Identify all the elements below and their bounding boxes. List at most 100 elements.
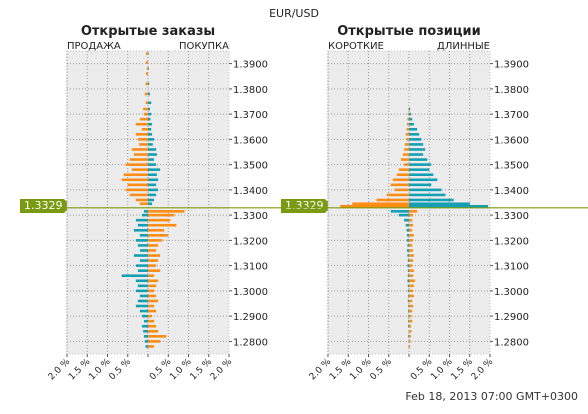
chart-title: Открытые заказы (81, 24, 215, 39)
bar-left (137, 269, 148, 272)
bar-left (139, 294, 148, 298)
percent-axis-label: 0.5 % (108, 357, 134, 383)
bar-right (409, 138, 422, 141)
bar-right (409, 204, 488, 208)
bar-left (404, 218, 409, 222)
price-axis-label: 1.3300 (233, 211, 268, 222)
bar-left (404, 148, 409, 151)
bar-right (409, 289, 414, 293)
bar-right (409, 309, 413, 313)
bar-right (409, 107, 411, 111)
bar-right (409, 335, 412, 338)
right-side-label: ПОКУПКА (179, 41, 229, 52)
bar-right (148, 82, 150, 86)
bar-left (386, 193, 409, 197)
bar-left (405, 223, 409, 227)
bar-left (390, 183, 409, 187)
percent-axis-label: 0.5 % (148, 357, 174, 383)
bar-right (148, 309, 157, 313)
percent-axis-label: 0.5 % (369, 357, 395, 383)
bar-left (133, 153, 148, 156)
bar-right (148, 101, 152, 105)
bar-left (127, 183, 148, 187)
bar-left (135, 218, 148, 222)
bar-right (409, 284, 414, 288)
bar-left (398, 168, 409, 171)
bar-left (396, 173, 409, 177)
bar-left (121, 274, 148, 278)
percent-axis-label: 2.0 % (47, 357, 73, 383)
bar-left (121, 178, 148, 182)
price-axis-label: 1.3600 (233, 135, 268, 146)
bar-right (148, 340, 161, 343)
bar-left (407, 259, 409, 262)
bar-right (409, 218, 413, 222)
bar-left (408, 340, 410, 343)
bar-left (146, 67, 148, 70)
bar-right (148, 188, 159, 192)
bar-right (409, 112, 412, 116)
bar-right (148, 178, 159, 182)
bar-right (409, 193, 446, 197)
bar-right (148, 198, 155, 202)
bar-right (409, 127, 418, 131)
price-axis-label: 1.3400 (233, 186, 268, 197)
timestamp: Feb 18, 2013 07:00 GMT+0300 (405, 390, 578, 403)
bar-right (148, 269, 161, 272)
bar-left (135, 264, 148, 267)
bar-left (143, 112, 148, 116)
bar-left (408, 319, 409, 323)
bar-right (409, 188, 442, 192)
bar-left (408, 304, 409, 308)
bar-right (148, 244, 159, 247)
price-axis-label: 1.2800 (233, 337, 268, 348)
bar-right (409, 345, 411, 348)
bar-right (409, 239, 414, 242)
bar-left (145, 72, 148, 76)
bar-left (407, 274, 409, 278)
bar-left (392, 178, 409, 182)
bar-left (407, 117, 409, 121)
bar-left (139, 143, 148, 146)
bar-left (145, 52, 148, 55)
bar-right (148, 335, 167, 338)
bar-right (148, 239, 163, 242)
bar-right (409, 173, 434, 177)
bar-left (144, 340, 148, 343)
price-axis-label: 1.3100 (233, 262, 268, 273)
bar-left (135, 289, 148, 293)
bar-right (409, 269, 414, 272)
bar-right (409, 153, 424, 156)
bar-left (139, 202, 148, 206)
bar-left (406, 234, 409, 237)
bar-left (402, 153, 409, 156)
price-axis-label: 1.3100 (494, 262, 529, 273)
price-axis-label: 1.3800 (233, 85, 268, 96)
bar-left (407, 112, 409, 116)
left-side-label: КОРОТКИЕ (328, 41, 384, 52)
bar-left (135, 133, 148, 136)
percent-axis-label: 2.0 % (470, 357, 496, 383)
bar-left (145, 101, 148, 105)
percent-axis-label: 2.0 % (308, 357, 334, 383)
bar-right (148, 127, 152, 131)
bar-right (148, 228, 165, 232)
bar-left (352, 202, 409, 206)
price-axis-label: 1.2900 (233, 312, 268, 323)
percent-axis-label: 1.5 % (67, 357, 93, 383)
bar-left (404, 163, 409, 166)
bar-right (409, 168, 430, 171)
percent-axis-label: 1.0 % (429, 357, 455, 383)
bar-right (409, 249, 414, 252)
price-axis-label: 1.3900 (233, 60, 268, 71)
price-axis-label: 1.3700 (233, 110, 268, 121)
bar-left (143, 210, 148, 213)
bar-left (143, 335, 148, 338)
bar-left (129, 158, 148, 161)
bar-right (148, 67, 149, 70)
price-axis-label: 1.3200 (233, 236, 268, 247)
bar-left (135, 279, 148, 283)
bar-left (407, 269, 409, 272)
bar-right (409, 158, 428, 161)
price-axis-label: 1.3000 (494, 287, 529, 298)
